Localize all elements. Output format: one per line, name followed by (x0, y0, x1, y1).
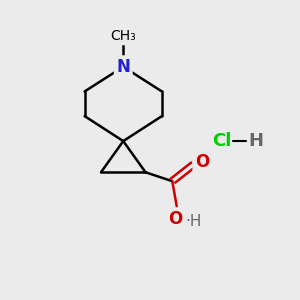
Text: O: O (195, 153, 209, 171)
Text: N: N (116, 58, 130, 76)
Text: O: O (168, 210, 182, 228)
Text: H: H (248, 132, 263, 150)
Text: CH₃: CH₃ (110, 29, 136, 43)
Text: ·H: ·H (185, 214, 201, 229)
Text: Cl: Cl (212, 132, 231, 150)
